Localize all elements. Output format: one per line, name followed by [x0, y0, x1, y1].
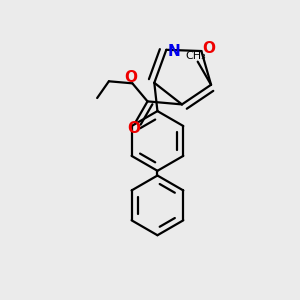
Text: CH₃: CH₃: [186, 51, 206, 61]
Text: O: O: [128, 121, 141, 136]
Text: O: O: [202, 41, 215, 56]
Text: N: N: [168, 44, 181, 59]
Text: O: O: [124, 70, 137, 85]
